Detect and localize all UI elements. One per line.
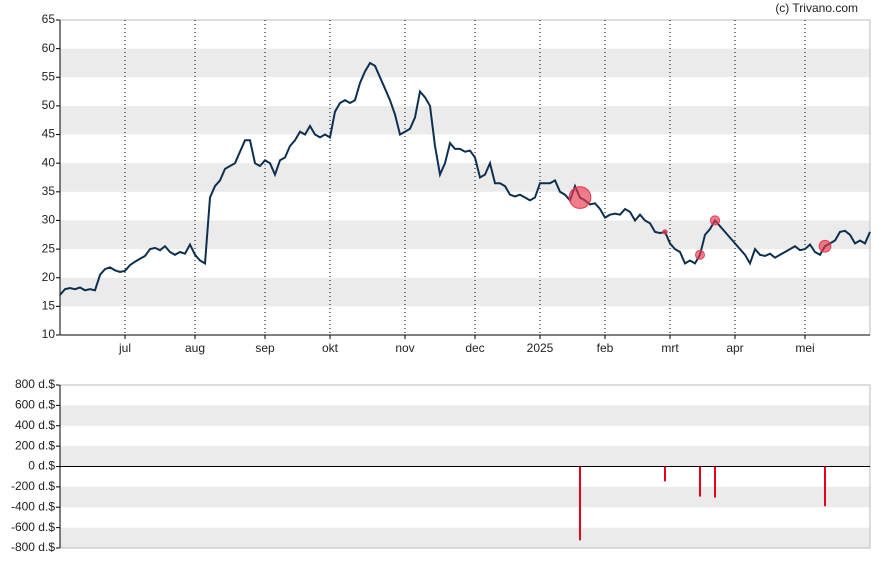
bar xyxy=(714,466,716,498)
y-tick-label: 55 xyxy=(42,69,56,83)
x-tick-label: feb xyxy=(597,341,614,355)
x-tick-label: mrt xyxy=(661,341,679,355)
x-tick-label: mei xyxy=(795,341,814,355)
y-tick-label: 65 xyxy=(42,12,56,26)
y-tick-label: 600 d.$ xyxy=(15,398,55,412)
y-tick-label: 25 xyxy=(42,241,56,255)
grid-band xyxy=(60,163,870,192)
x-tick-label: dec xyxy=(465,341,484,355)
source: (c) Trivano.com xyxy=(775,1,858,15)
trade-bubble xyxy=(695,249,705,260)
y-tick-label: 400 d.$ xyxy=(15,418,55,432)
y-tick-label: -800 d.$ xyxy=(11,540,55,554)
y-tick-label: 10 xyxy=(42,327,56,341)
y-tick-label: 40 xyxy=(42,155,56,169)
y-tick-label: -200 d.$ xyxy=(11,479,55,493)
x-tick-label: aug xyxy=(185,341,205,355)
x-tick-label: nov xyxy=(395,341,414,355)
grid-band xyxy=(60,105,870,135)
x-tick-label: jul xyxy=(118,341,131,355)
grid-band xyxy=(60,220,870,250)
grid-band xyxy=(60,405,870,426)
grid-band xyxy=(60,277,870,307)
x-tick-label: okt xyxy=(322,341,339,355)
y-tick-label: -400 d.$ xyxy=(11,499,55,513)
y-tick-label: 50 xyxy=(42,98,56,112)
y-tick-label: 15 xyxy=(42,299,56,313)
trade-bubble xyxy=(568,186,592,209)
grid-band xyxy=(60,486,870,508)
grid-band xyxy=(60,527,870,548)
bar xyxy=(699,466,701,497)
y-tick-label: 35 xyxy=(42,184,56,198)
x-tick-label: apr xyxy=(726,341,743,355)
y-tick-label: 20 xyxy=(42,270,56,284)
x-tick-label: sep xyxy=(255,341,275,355)
bar xyxy=(664,466,666,482)
y-tick-label: 60 xyxy=(42,41,56,55)
grid-band xyxy=(60,48,870,78)
trade-bubble xyxy=(662,229,668,235)
y-tick-label: 0 d.$ xyxy=(28,459,55,473)
y-tick-label: 800 d.$ xyxy=(15,377,55,391)
x-tick-label: 2025 xyxy=(527,341,554,355)
y-tick-label: -600 d.$ xyxy=(11,520,55,534)
trade-bubble xyxy=(709,215,721,226)
trade-bubble xyxy=(818,239,832,253)
y-tick-label: 200 d.$ xyxy=(15,438,55,452)
bar xyxy=(824,466,826,507)
y-tick-label: 30 xyxy=(42,213,56,227)
y-tick-label: 45 xyxy=(42,127,56,141)
grid-band xyxy=(60,446,870,467)
price-line xyxy=(59,61,871,296)
bar xyxy=(579,466,581,541)
